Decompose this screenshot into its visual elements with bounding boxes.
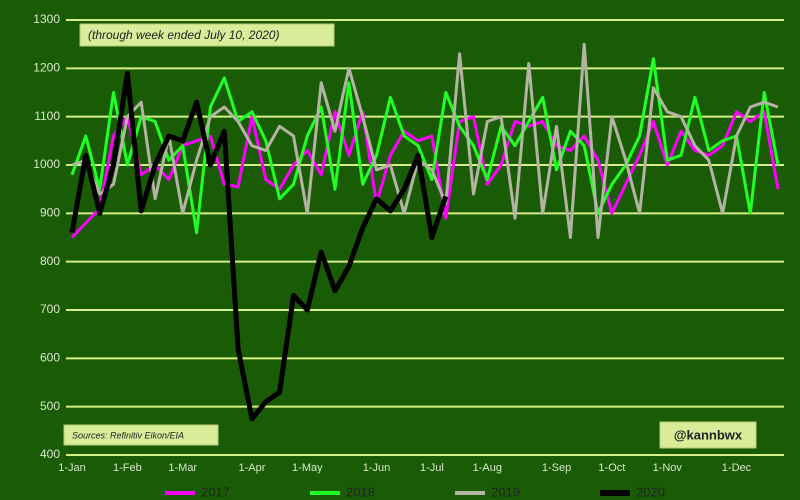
series-line	[70, 110, 780, 239]
series-line	[71, 42, 779, 239]
legend-label: 2017	[201, 484, 230, 499]
x-tick-label: 1-Sep	[542, 462, 571, 474]
subtitle: (through week ended July 10, 2020)	[88, 28, 279, 42]
x-tick-label: 1-Jun	[363, 462, 391, 474]
x-tick-label: 1-Jul	[420, 462, 444, 474]
credit-box	[659, 421, 757, 449]
x-tick-label: 1-Dec	[722, 462, 752, 474]
y-tick-label: 600	[40, 351, 60, 365]
legend-label: 2019	[491, 484, 520, 499]
source: Sources: Refinitiv Eikon/EIA	[72, 430, 184, 440]
y-tick-label: 400	[40, 447, 60, 461]
series-line	[69, 70, 449, 422]
legend-label: 2020	[636, 484, 665, 499]
y-tick-label: 800	[40, 254, 60, 268]
y-tick-label: 1100	[34, 109, 60, 123]
x-tick-label: 1-Jan	[58, 462, 86, 474]
credit: @kannbwx	[674, 427, 743, 442]
y-tick-label: 700	[40, 302, 60, 316]
x-tick-label: 1-Feb	[113, 462, 142, 474]
legend-label: 2018	[346, 484, 375, 499]
y-tick-label: 1200	[33, 61, 60, 75]
y-tick-label: 500	[40, 399, 60, 413]
x-tick-label: 1-Mar	[168, 462, 197, 474]
x-tick-label: 1-Oct	[598, 462, 625, 474]
x-tick-label: 1-Aug	[473, 462, 502, 474]
y-tick-label: 900	[40, 206, 60, 220]
x-tick-label: 1-Apr	[239, 462, 266, 474]
x-tick-label: 1-May	[292, 462, 323, 474]
x-tick-label: 1-Nov	[653, 462, 683, 474]
source-box	[63, 424, 219, 446]
y-tick-label: 1000	[33, 157, 60, 171]
subtitle-box	[79, 23, 335, 47]
y-tick-label: 1300	[33, 12, 60, 26]
